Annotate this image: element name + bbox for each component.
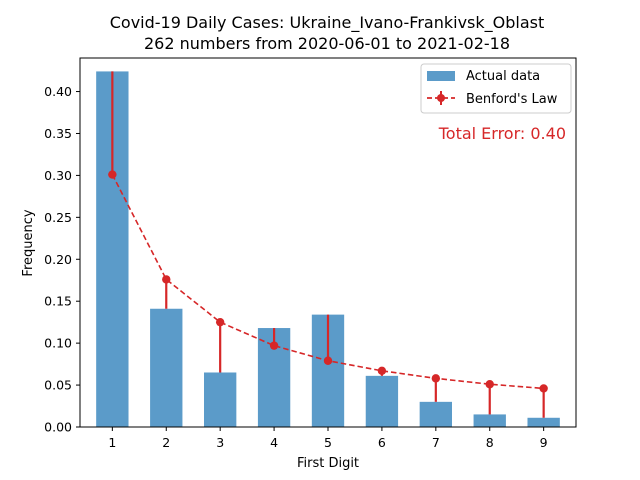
benford-marker-digit-8 bbox=[485, 380, 494, 389]
legend-line-label: Benford's Law bbox=[466, 92, 558, 107]
bar-digit-8 bbox=[473, 414, 506, 427]
x-tick-label: 8 bbox=[486, 435, 494, 450]
y-tick-label: 0.30 bbox=[44, 168, 72, 183]
y-tick-label: 0.35 bbox=[44, 126, 72, 141]
bar-digit-9 bbox=[527, 417, 560, 427]
y-tick-label: 0.25 bbox=[44, 210, 72, 225]
benford-line-group bbox=[108, 170, 548, 393]
bar-digit-3 bbox=[204, 372, 237, 427]
legend: Actual data Benford's Law bbox=[420, 63, 572, 114]
x-tick-label: 5 bbox=[324, 435, 332, 450]
y-tick-label: 0.05 bbox=[44, 378, 72, 393]
x-tick-label: 2 bbox=[162, 435, 170, 450]
benford-marker-digit-3 bbox=[215, 317, 225, 327]
chart-title: Covid-19 Daily Cases: Ukraine_Ivano-Fran… bbox=[110, 13, 545, 33]
legend-bar-swatch bbox=[427, 71, 455, 81]
y-tick-label: 0.40 bbox=[44, 84, 72, 99]
y-axis-label: Frequency bbox=[21, 209, 36, 276]
x-tick-label: 9 bbox=[540, 435, 548, 450]
legend-line-marker bbox=[437, 94, 445, 102]
benford-marker-digit-9 bbox=[539, 384, 548, 393]
benford-marker-digit-1 bbox=[108, 170, 117, 179]
y-tick-label: 0.15 bbox=[44, 294, 72, 309]
benford-marker-digit-4 bbox=[269, 341, 279, 350]
legend-box bbox=[420, 63, 572, 114]
chart-subtitle: 262 numbers from 2020-06-01 to 2021-02-1… bbox=[144, 34, 510, 53]
y-tick-label: 0.10 bbox=[44, 336, 72, 351]
y-tick-label: 0.20 bbox=[44, 252, 72, 267]
bar-digit-6 bbox=[365, 375, 399, 427]
legend-bar-label: Actual data bbox=[466, 69, 540, 84]
benford-marker-digit-2 bbox=[162, 275, 171, 284]
x-tick-label: 1 bbox=[108, 435, 116, 450]
bar-digit-7 bbox=[419, 401, 452, 427]
x-tick-label: 6 bbox=[378, 435, 386, 450]
y-axis: 0.00 0.05 0.10 0.15 0.20 0.25 0.30 0.35 0.40 bbox=[44, 84, 80, 435]
benford-marker-digit-7 bbox=[431, 374, 441, 383]
x-tick-label: 7 bbox=[432, 435, 440, 450]
benford-marker-digit-5 bbox=[323, 356, 333, 365]
x-tick-label: 4 bbox=[270, 435, 278, 450]
benford-marker-digit-6 bbox=[377, 366, 387, 376]
x-axis: 1 2 3 4 5 6 7 8 9 bbox=[108, 427, 548, 450]
x-axis-label: First Digit bbox=[297, 456, 359, 471]
x-tick-label: 3 bbox=[216, 435, 224, 450]
total-error-annotation: Total Error: 0.40 bbox=[438, 124, 566, 143]
y-tick-label: 0.00 bbox=[44, 420, 72, 435]
bar-digit-2 bbox=[150, 308, 183, 427]
